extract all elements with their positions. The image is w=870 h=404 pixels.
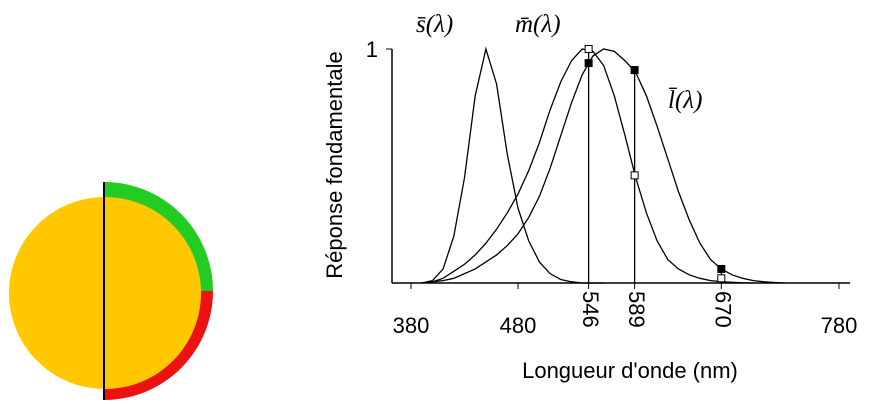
y-axis-label: Réponse fondamentale <box>322 51 347 279</box>
x-tick-label: 380 <box>393 313 430 338</box>
marker-open <box>717 274 726 283</box>
series-label: s̄(λ) <box>416 11 453 38</box>
marker-open <box>584 45 593 53</box>
series-label: l̄(λ) <box>668 87 702 114</box>
marker-open <box>630 171 639 180</box>
series-label: m̄(λ) <box>515 11 561 38</box>
marker-filled <box>584 59 593 68</box>
x-tick-label: 670 <box>710 291 735 328</box>
marker-filled <box>630 66 639 75</box>
x-axis-label: Longueur d'onde (nm) <box>522 358 738 383</box>
curve <box>421 46 604 284</box>
curve <box>421 48 786 284</box>
marker-filled <box>717 264 726 273</box>
color-diagram <box>9 182 213 400</box>
y-tick-label: 1 <box>366 37 378 62</box>
x-tick-label: 480 <box>500 313 537 338</box>
x-tick-label: 780 <box>821 313 858 338</box>
x-tick-label: 589 <box>624 291 649 328</box>
x-tick-label: 546 <box>578 291 603 328</box>
